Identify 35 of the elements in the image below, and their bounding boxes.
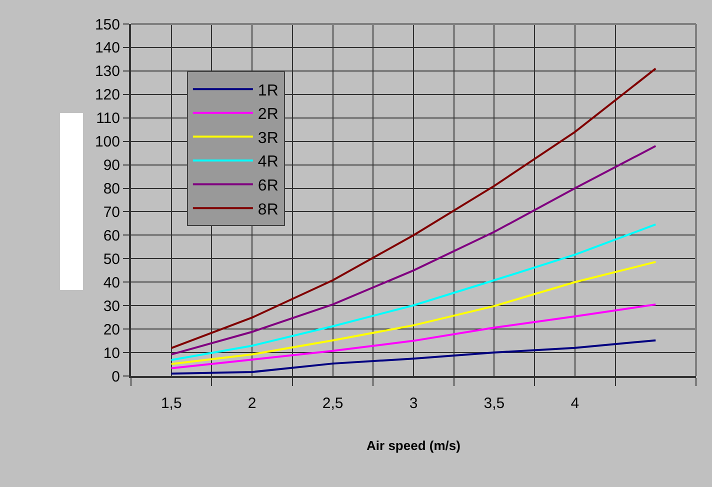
y-tick-label: 120 bbox=[94, 86, 120, 104]
x-axis-title: Air speed (m/s) bbox=[366, 438, 460, 454]
y-tick-label: 150 bbox=[94, 16, 120, 34]
x-tick-label: 3 bbox=[409, 395, 418, 412]
x-tick-label: 1,5 bbox=[160, 395, 182, 412]
x-tick-label: 2,5 bbox=[322, 395, 344, 412]
x-tick-label: 4 bbox=[570, 395, 580, 412]
legend-label: 2R bbox=[258, 106, 278, 124]
legend-label: 8R bbox=[258, 201, 278, 218]
line-series bbox=[170, 68, 657, 350]
line-series bbox=[170, 339, 657, 375]
y-tick-label: 90 bbox=[103, 157, 120, 174]
y-tick-label: 50 bbox=[103, 250, 120, 268]
line-series bbox=[170, 223, 657, 362]
y-tick-label: 80 bbox=[103, 180, 120, 198]
y-tick-label: 20 bbox=[103, 321, 120, 338]
y-tick-label: 60 bbox=[103, 227, 120, 244]
y-tick-label: 40 bbox=[103, 274, 120, 292]
y-tick-label: 10 bbox=[103, 344, 120, 362]
line-series bbox=[170, 260, 657, 366]
line-series bbox=[170, 303, 657, 370]
legend-label: 6R bbox=[258, 178, 278, 195]
legend-label: 3R bbox=[258, 130, 278, 147]
line-series bbox=[170, 145, 657, 356]
y-tick-label: 100 bbox=[94, 134, 120, 151]
y-tick-label: 140 bbox=[94, 40, 120, 57]
legend-label: 1R bbox=[258, 82, 278, 100]
y-tick-label: 30 bbox=[103, 298, 120, 315]
x-tick-label: 2 bbox=[248, 395, 256, 412]
y-tick-label: 0 bbox=[112, 368, 120, 386]
x-tick-label: 3,5 bbox=[484, 395, 505, 412]
y-tick-label: 130 bbox=[94, 63, 120, 80]
y-tick-label: 110 bbox=[96, 110, 120, 128]
y-tick-label: 70 bbox=[103, 204, 120, 221]
legend-label: 4R bbox=[258, 154, 278, 171]
